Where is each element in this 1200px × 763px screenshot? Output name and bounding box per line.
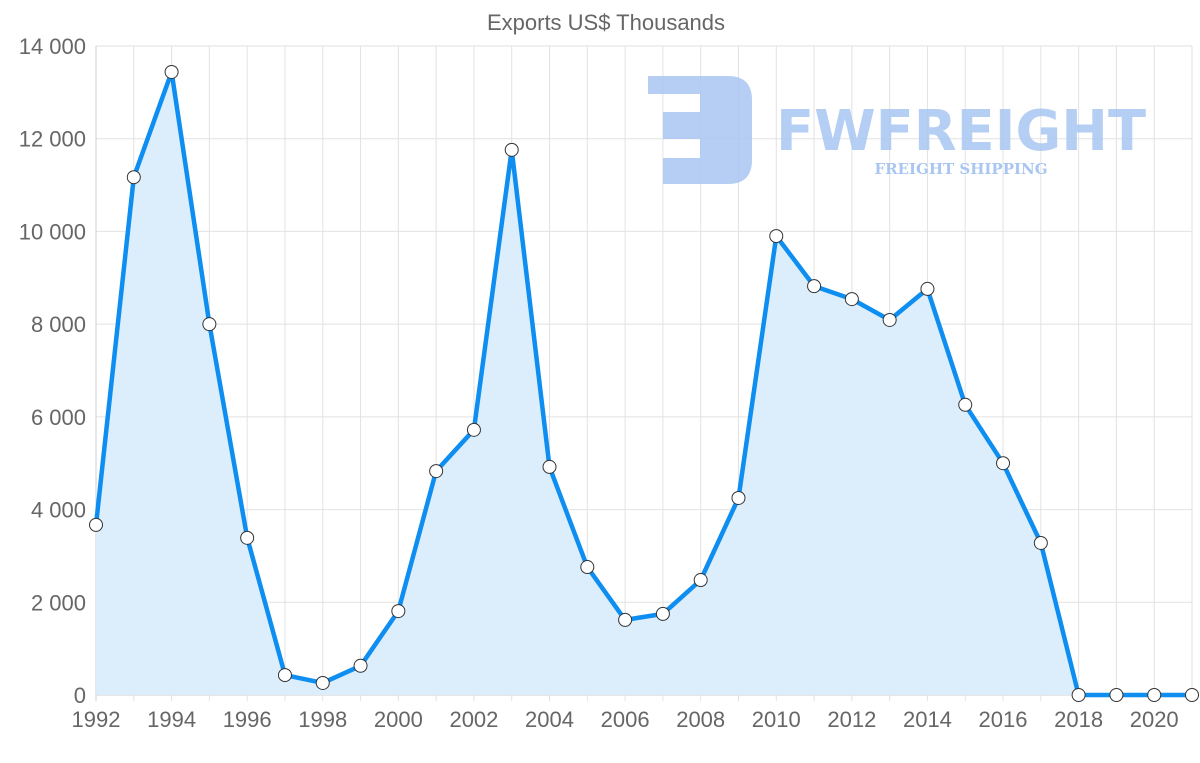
data-point xyxy=(807,279,822,294)
x-tick-label: 2008 xyxy=(676,707,725,732)
y-tick-label: 4 000 xyxy=(31,498,86,523)
data-point xyxy=(580,560,595,575)
data-point xyxy=(693,573,708,588)
y-tick-label: 8 000 xyxy=(31,312,86,337)
x-axis: 1992 1994 1996 1998 2000 2002 2004 2006 2008 2010… xyxy=(72,707,1179,732)
data-point xyxy=(466,422,481,437)
data-point xyxy=(429,464,444,479)
x-tick-label: 2012 xyxy=(827,707,876,732)
x-tick-label: 2014 xyxy=(903,707,952,732)
grid xyxy=(95,45,1193,701)
x-tick-label: 2000 xyxy=(374,707,423,732)
y-tick-label: 12 000 xyxy=(19,127,86,152)
data-point xyxy=(315,675,330,690)
data-point xyxy=(996,456,1011,471)
data-point xyxy=(844,292,859,307)
series-line xyxy=(93,69,1192,698)
data-point xyxy=(391,604,406,619)
x-tick-label: 2018 xyxy=(1054,707,1103,732)
data-point xyxy=(240,530,255,545)
x-tick-label: 1996 xyxy=(223,707,272,732)
y-tick-label: 10 000 xyxy=(19,219,86,244)
data-point xyxy=(731,490,746,505)
series-area-fill xyxy=(96,72,1192,695)
data-point xyxy=(769,229,784,244)
x-tick-label: 2020 xyxy=(1130,707,1179,732)
x-tick-label: 2016 xyxy=(979,707,1028,732)
series xyxy=(89,64,1199,702)
x-tick-label: 1992 xyxy=(72,707,121,732)
data-point xyxy=(353,658,368,673)
y-tick-label: 6 000 xyxy=(31,405,86,430)
data-point xyxy=(1109,688,1124,702)
data-point xyxy=(542,459,557,474)
x-tick-label: 1994 xyxy=(147,707,196,732)
data-point xyxy=(126,170,141,185)
chart-title: Exports US$ Thousands xyxy=(487,10,725,35)
x-tick-label: 2002 xyxy=(449,707,498,732)
data-point xyxy=(1147,688,1162,702)
watermark-logo: FWFREIGHT FREIGHT SHIPPING xyxy=(648,76,1146,184)
data-point xyxy=(1185,688,1199,702)
data-point xyxy=(618,612,633,627)
y-tick-label: 14 000 xyxy=(19,34,86,59)
data-point xyxy=(164,64,179,79)
data-point xyxy=(1033,535,1048,550)
data-point xyxy=(504,142,519,157)
x-tick-label: 2006 xyxy=(601,707,650,732)
watermark-tagline: FREIGHT SHIPPING xyxy=(874,160,1047,178)
y-tick-label: 0 xyxy=(74,683,86,708)
y-axis: 0 2 000 4 000 6 000 8 000 10 000 12 000 14 000 xyxy=(19,34,86,708)
y-tick-label: 2 000 xyxy=(31,590,86,615)
watermark-brand: FWFREIGHT xyxy=(776,99,1146,164)
data-point xyxy=(920,281,935,296)
data-point xyxy=(202,317,217,332)
data-point xyxy=(1071,688,1086,702)
data-point xyxy=(655,606,670,621)
x-tick-label: 2004 xyxy=(525,707,574,732)
data-point xyxy=(89,517,103,532)
data-point xyxy=(882,312,897,327)
x-tick-label: 2010 xyxy=(752,707,801,732)
x-tick-label: 1998 xyxy=(298,707,347,732)
data-point xyxy=(958,397,973,412)
data-point xyxy=(277,668,292,683)
